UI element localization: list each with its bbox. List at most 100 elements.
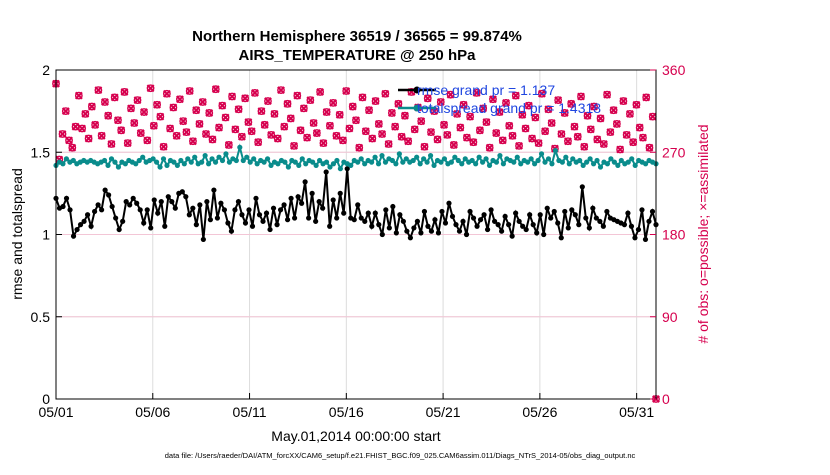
obs-assimilated-marker bbox=[61, 107, 70, 116]
totalspread-point bbox=[584, 159, 590, 165]
obs-assimilated-marker bbox=[573, 132, 582, 141]
obs-assimilated-marker bbox=[306, 96, 315, 105]
obs-possible-marker bbox=[374, 120, 383, 128]
rmse-point bbox=[309, 190, 315, 196]
obs-assimilated-marker bbox=[244, 118, 253, 126]
totalspread-point bbox=[209, 156, 215, 162]
obs-possible-marker bbox=[208, 135, 217, 144]
totalspread-point bbox=[615, 162, 621, 169]
obs-possible-marker bbox=[401, 111, 409, 120]
totalspread-point bbox=[462, 156, 468, 162]
obs-possible-marker bbox=[58, 130, 67, 138]
obs-possible-marker bbox=[87, 102, 96, 111]
rmse-point bbox=[404, 228, 410, 234]
obs-possible-marker bbox=[110, 93, 119, 102]
obs-assimilated-marker bbox=[358, 93, 367, 102]
rmse-point bbox=[88, 223, 94, 229]
totalspread-point bbox=[199, 159, 205, 165]
obs-assimilated-marker bbox=[495, 108, 504, 116]
obs-assimilated-marker bbox=[515, 141, 523, 150]
rmse-point bbox=[99, 207, 105, 213]
totalspread-point bbox=[233, 157, 239, 164]
rmse-point bbox=[81, 218, 87, 224]
obs-possible-marker bbox=[541, 127, 550, 136]
obs-possible-marker bbox=[104, 111, 113, 120]
rmse-point bbox=[351, 217, 357, 223]
obs-assimilated-marker bbox=[443, 130, 452, 139]
obs-assimilated-marker bbox=[130, 119, 139, 127]
obs-assimilated-marker bbox=[609, 106, 618, 115]
obs-possible-marker bbox=[622, 130, 631, 139]
totalspread-point bbox=[358, 156, 364, 162]
obs-assimilated-marker bbox=[492, 129, 501, 137]
totalspread-point bbox=[150, 156, 156, 162]
obs-possible-marker bbox=[260, 120, 269, 129]
obs-possible-marker bbox=[590, 102, 598, 111]
obs-assimilated-marker bbox=[489, 95, 497, 104]
obs-possible-marker bbox=[456, 123, 465, 132]
totalspread-point bbox=[393, 161, 399, 167]
obs-assimilated-marker bbox=[498, 136, 507, 145]
obs-assimilated-marker bbox=[231, 125, 240, 134]
totalspread-point bbox=[594, 157, 600, 164]
rmse-point bbox=[253, 195, 259, 201]
rmse-point bbox=[435, 230, 442, 236]
y-tick-label: 1.5 bbox=[31, 144, 51, 160]
totalspread-point bbox=[486, 162, 493, 169]
obs-possible-marker bbox=[391, 122, 400, 131]
obs-assimilated-marker bbox=[580, 142, 589, 151]
totalspread-point bbox=[226, 159, 233, 165]
y-axis-label-right: # of obs: o=possible; ×=assimilated bbox=[695, 124, 711, 343]
obs-assimilated-marker bbox=[339, 136, 347, 145]
rmse-point bbox=[442, 220, 449, 226]
rmse-point bbox=[513, 210, 519, 216]
obs-assimilated-marker bbox=[586, 125, 595, 134]
obs-assimilated-marker bbox=[104, 111, 113, 120]
obs-assimilated-marker bbox=[273, 134, 282, 143]
obs-possible-marker bbox=[436, 98, 445, 106]
totalspread-point bbox=[369, 159, 375, 165]
rmse-point bbox=[134, 200, 140, 206]
totalspread-point bbox=[101, 157, 108, 164]
obs-possible-marker bbox=[224, 141, 233, 149]
obs-assimilated-marker bbox=[348, 102, 357, 111]
obs-possible-marker bbox=[599, 140, 608, 148]
obs-assimilated-marker bbox=[241, 94, 250, 103]
x-tick-label: 05/26 bbox=[522, 404, 557, 420]
rmse-line bbox=[55, 168, 657, 241]
totalspread-point bbox=[379, 152, 385, 159]
obs-assimilated-marker bbox=[316, 88, 325, 96]
obs-possible-marker bbox=[114, 116, 122, 125]
rmse-point bbox=[218, 200, 224, 206]
rmse-point bbox=[267, 226, 273, 233]
obs-assimilated-marker bbox=[221, 113, 230, 122]
obs-assimilated-marker bbox=[267, 130, 276, 139]
obs-possible-marker bbox=[420, 142, 429, 151]
obs-assimilated-marker bbox=[541, 127, 550, 136]
rmse-point bbox=[649, 208, 656, 215]
totalspread-point bbox=[587, 156, 593, 162]
rmse-point bbox=[162, 223, 168, 229]
obs-possible-marker bbox=[61, 107, 70, 116]
obs-assimilated-marker bbox=[326, 121, 334, 130]
rmse-point bbox=[169, 199, 175, 205]
rmse-point bbox=[239, 212, 245, 218]
rmse-point bbox=[274, 222, 280, 228]
totalspread-point bbox=[625, 159, 631, 165]
obs-possible-marker bbox=[107, 140, 116, 148]
obs-assimilated-marker bbox=[642, 93, 651, 102]
totalspread-point bbox=[185, 156, 191, 162]
obs-assimilated-marker bbox=[277, 86, 285, 95]
obs-possible-marker bbox=[293, 91, 302, 100]
obs-assimilated-marker bbox=[153, 100, 161, 109]
obs-possible-marker bbox=[162, 89, 171, 98]
totalspread-point bbox=[171, 159, 177, 165]
rmse-point bbox=[193, 222, 199, 228]
obs-possible-marker bbox=[270, 109, 279, 118]
rmse-point bbox=[190, 205, 196, 211]
totalspread-point bbox=[355, 159, 361, 165]
obs-assimilated-marker bbox=[629, 138, 638, 147]
totalspread-point bbox=[337, 166, 343, 172]
obs-assimilated-marker bbox=[635, 123, 644, 132]
obs-assimilated-marker bbox=[107, 140, 116, 148]
